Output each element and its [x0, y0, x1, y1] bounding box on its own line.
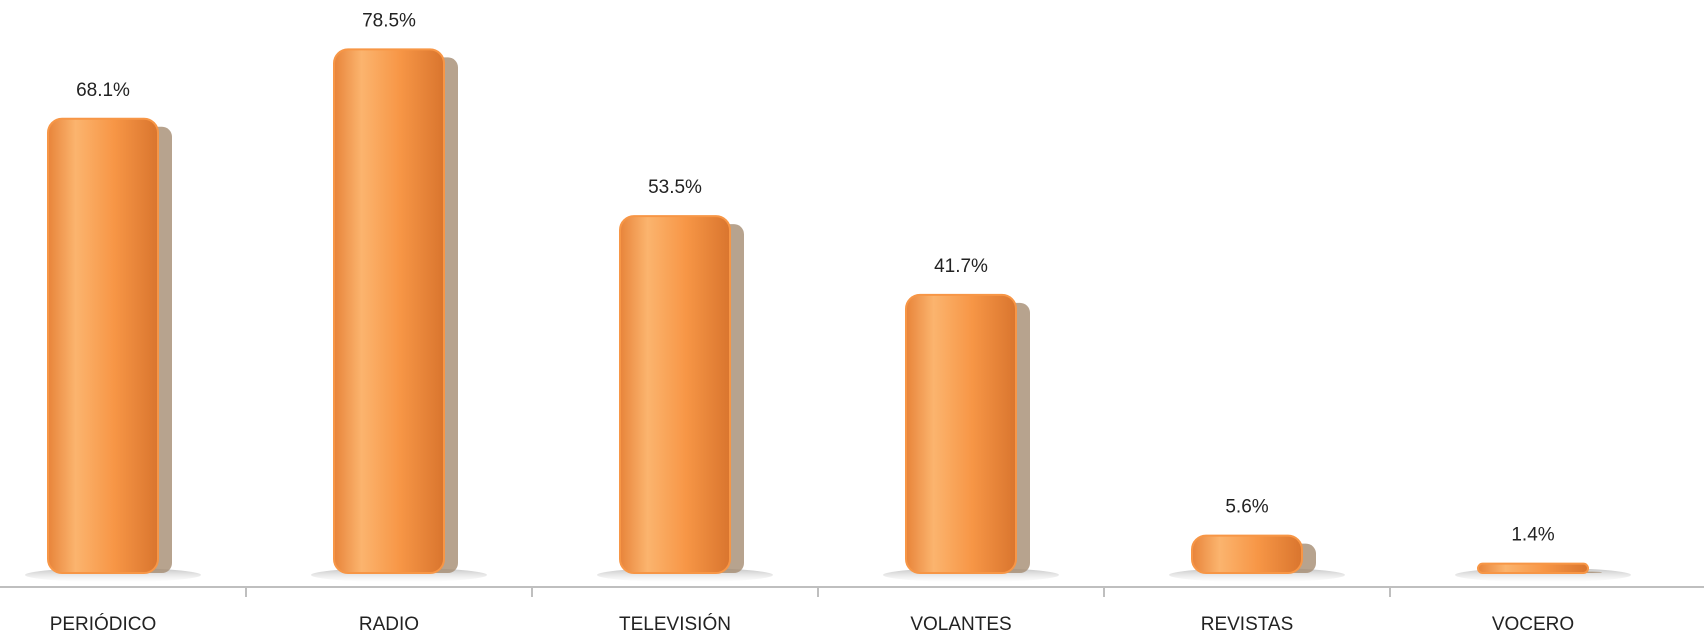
bar [1191, 534, 1303, 575]
x-tick-label: RADIO [359, 614, 419, 635]
value-label: 1.4% [1511, 525, 1554, 546]
value-label: 41.7% [934, 256, 988, 277]
bar [619, 215, 731, 574]
x-tick-label: REVISTAS [1201, 614, 1294, 635]
bar [1477, 562, 1589, 574]
x-tick-label: PERIÓDICO [50, 613, 157, 635]
bar [333, 48, 445, 574]
bar [905, 293, 1017, 574]
x-tick-label: TELEVISIÓN [619, 613, 731, 635]
x-tick-label: VOLANTES [910, 614, 1011, 635]
x-tick-label: VOCERO [1492, 614, 1574, 635]
bar [47, 117, 159, 574]
value-label: 78.5% [362, 10, 416, 31]
value-label: 68.1% [76, 80, 130, 101]
value-label: 5.6% [1225, 497, 1268, 518]
value-label: 53.5% [648, 177, 702, 198]
